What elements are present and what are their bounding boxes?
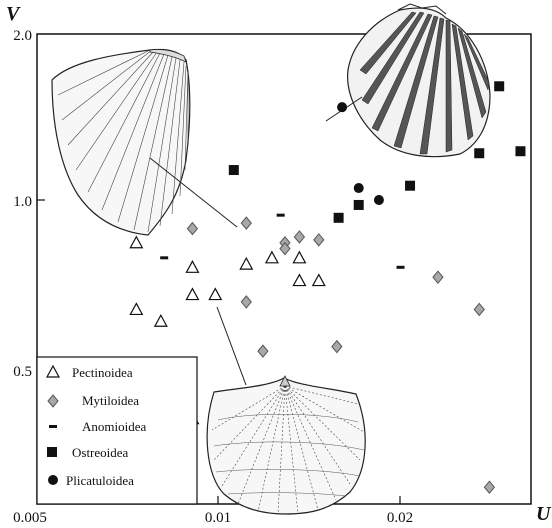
legend-label-ostreoidea: Ostreoidea	[72, 445, 129, 460]
shell-illustration-upper-right	[325, 3, 491, 158]
point-mytiloidea-8	[331, 339, 343, 354]
y-axis	[37, 199, 45, 371]
shell-illustration-bottom	[206, 306, 366, 515]
point-mytiloidea-5	[293, 230, 306, 244]
x-tick-label-2: 0.02	[387, 510, 413, 526]
data-points	[129, 81, 526, 495]
point-pectinoidea-6	[208, 287, 223, 301]
point-pectinoidea-0	[129, 235, 144, 249]
point-ostreoidea-0	[228, 165, 239, 176]
y-axis-label: V	[6, 3, 21, 25]
y-tick-label-0: 0.5	[13, 364, 32, 380]
point-plicatuloidea-0	[337, 102, 348, 113]
y-tick-label-2: 2.0	[13, 28, 32, 44]
legend-label-mytiloidea: Mytiloidea	[82, 393, 139, 408]
legend-marker-circle	[48, 475, 58, 485]
point-plicatuloidea-1	[353, 183, 364, 194]
legend-marker-square	[47, 447, 57, 457]
point-pectinoidea-7	[239, 256, 254, 270]
point-mytiloidea-2	[240, 295, 252, 309]
point-plicatuloidea-2	[373, 195, 384, 205]
point-pectinoidea-8	[264, 250, 279, 264]
legend-marker-dash	[49, 425, 57, 428]
point-pectinoidea-9	[292, 250, 307, 264]
point-pectinoidea-2	[153, 313, 168, 327]
legend-item-anomioidea: Anomioidea	[49, 419, 146, 434]
point-ostreoidea-1	[333, 212, 344, 223]
legend-item-plicatuloidea: Plicatuloidea	[48, 473, 134, 488]
point-anomioidea-0	[160, 256, 169, 260]
shell-illustration-upper-left	[51, 48, 238, 236]
point-pectinoidea-11	[311, 273, 326, 287]
x-tick-label-0: 0.005	[13, 510, 47, 526]
legend-marker-triangle	[45, 364, 61, 378]
point-pectinoidea-10	[292, 273, 307, 287]
legend-marker-diamond	[47, 394, 59, 408]
point-ostreoidea-4	[474, 148, 485, 159]
point-mytiloidea-0	[186, 221, 199, 236]
point-mytiloidea-4	[279, 241, 291, 256]
legend-box	[36, 356, 198, 505]
x-tick-label-1: 0.01	[205, 510, 231, 526]
point-anomioidea-1	[276, 213, 285, 217]
legend: Pectinoidea Mytiloidea Anomioidea Ostreo…	[36, 356, 198, 505]
point-mytiloidea-10	[473, 302, 485, 317]
x-axis	[217, 496, 401, 504]
legend-item-pectinoidea: Pectinoidea	[45, 364, 133, 380]
point-mytiloidea-6	[313, 233, 325, 247]
point-ostreoidea-5	[494, 81, 505, 92]
legend-label-pectinoidea: Pectinoidea	[72, 365, 133, 380]
point-mytiloidea-11	[483, 480, 496, 495]
point-pectinoidea-1	[129, 302, 144, 316]
legend-item-mytiloidea: Mytiloidea	[47, 393, 139, 408]
point-ostreoidea-2	[353, 199, 364, 210]
legend-item-ostreoidea: Ostreoidea	[47, 445, 129, 460]
point-ostreoidea-6	[515, 146, 526, 157]
y-tick-label-1: 1.0	[13, 194, 32, 210]
point-mytiloidea-1	[240, 216, 252, 230]
x-axis-label: U	[536, 503, 552, 525]
legend-label-plicatuloidea: Plicatuloidea	[66, 473, 134, 488]
point-anomioidea-2	[396, 265, 405, 269]
point-mytiloidea-7	[257, 344, 269, 358]
point-mytiloidea-9	[432, 270, 444, 284]
point-ostreoidea-3	[405, 180, 416, 191]
legend-label-anomioidea: Anomioidea	[82, 419, 146, 434]
point-pectinoidea-3	[185, 260, 200, 273]
point-pectinoidea-4	[185, 287, 200, 301]
